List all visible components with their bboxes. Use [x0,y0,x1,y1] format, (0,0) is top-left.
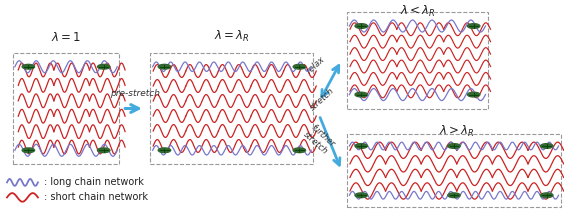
Text: pre-stretch: pre-stretch [110,89,160,98]
Circle shape [541,193,553,198]
Text: stretch: stretch [308,87,336,113]
Text: $\lambda > \lambda_R$: $\lambda > \lambda_R$ [439,123,475,139]
Text: : short chain network: : short chain network [44,192,147,202]
Text: relax: relax [305,55,327,76]
Text: $\lambda = \lambda_R$: $\lambda = \lambda_R$ [214,29,250,44]
Text: $\lambda < \lambda_R$: $\lambda < \lambda_R$ [399,3,436,19]
Circle shape [355,193,367,198]
Circle shape [22,64,34,69]
Bar [347,134,561,207]
Bar [347,12,488,108]
Circle shape [467,92,480,97]
Circle shape [98,148,110,153]
Bar [150,53,314,164]
Text: : long chain network: : long chain network [44,178,144,187]
Circle shape [448,193,460,198]
Circle shape [467,24,480,28]
Circle shape [355,144,367,148]
Circle shape [22,148,34,153]
Circle shape [158,148,171,153]
Circle shape [355,92,367,97]
Circle shape [98,64,110,69]
Text: further
stretch: further stretch [302,123,336,157]
Bar [12,53,119,164]
Circle shape [541,144,553,148]
Circle shape [158,64,171,69]
Text: $\lambda = 1$: $\lambda = 1$ [51,31,81,44]
Circle shape [448,144,460,148]
Circle shape [293,64,306,69]
Circle shape [293,148,306,153]
Circle shape [355,24,367,28]
